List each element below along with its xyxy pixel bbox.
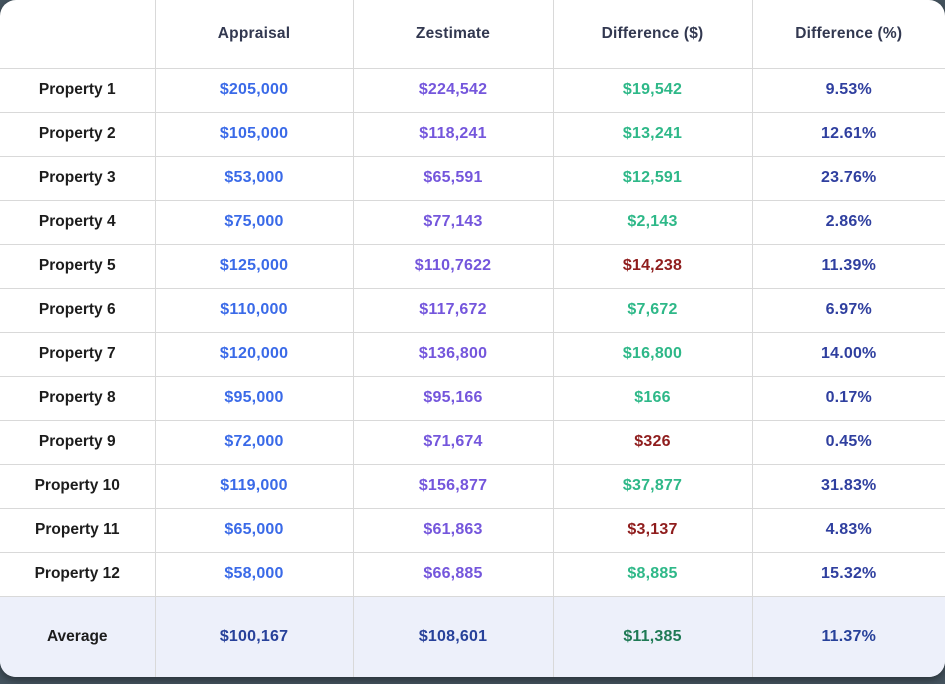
average-difference-pct: 11.37%: [751, 595, 945, 677]
table-row: Property 6 $110,000 $117,672 $7,672 6.97%: [0, 287, 945, 333]
row-label: Property 5: [0, 243, 156, 289]
zestimate-value: $117,672: [352, 287, 554, 333]
difference-pct-value: 11.39%: [751, 243, 945, 289]
difference-usd-value: $166: [552, 375, 753, 421]
difference-pct-value: 31.83%: [751, 463, 945, 509]
appraisal-value: $53,000: [154, 155, 354, 201]
difference-pct-value: 9.53%: [751, 67, 945, 113]
difference-pct-value: 0.17%: [751, 375, 945, 421]
appraisal-value: $65,000: [154, 507, 354, 553]
average-label: Average: [0, 595, 156, 677]
row-label: Property 8: [0, 375, 156, 421]
difference-pct-value: 2.86%: [751, 199, 945, 245]
row-label: Property 4: [0, 199, 156, 245]
zestimate-value: $118,241: [352, 111, 554, 157]
difference-usd-value: $2,143: [552, 199, 753, 245]
average-row: Average $100,167 $108,601 $11,385 11.37%: [0, 595, 945, 677]
table-row: Property 7 $120,000 $136,800 $16,800 14.00%: [0, 331, 945, 377]
row-label: Property 11: [0, 507, 156, 553]
average-appraisal: $100,167: [154, 595, 354, 677]
table-row: Property 12 $58,000 $66,885 $8,885 15.32%: [0, 551, 945, 597]
difference-usd-value: $8,885: [552, 551, 753, 597]
difference-usd-value: $19,542: [552, 67, 753, 113]
difference-pct-value: 6.97%: [751, 287, 945, 333]
zestimate-value: $110,7622: [352, 243, 554, 289]
zestimate-value: $61,863: [352, 507, 554, 553]
column-header-difference-usd: Difference ($): [552, 0, 753, 69]
row-label: Property 9: [0, 419, 156, 465]
difference-usd-value: $14,238: [552, 243, 753, 289]
appraisal-value: $72,000: [154, 419, 354, 465]
appraisal-value: $205,000: [154, 67, 354, 113]
zestimate-value: $136,800: [352, 331, 554, 377]
column-header-difference-pct: Difference (%): [751, 0, 945, 69]
zestimate-value: $156,877: [352, 463, 554, 509]
table-row: Property 4 $75,000 $77,143 $2,143 2.86%: [0, 199, 945, 245]
table-row: Property 1 $205,000 $224,542 $19,542 9.53%: [0, 67, 945, 113]
difference-usd-value: $12,591: [552, 155, 753, 201]
column-header-zestimate: Zestimate: [352, 0, 554, 69]
appraisal-value: $119,000: [154, 463, 354, 509]
difference-pct-value: 0.45%: [751, 419, 945, 465]
difference-pct-value: 12.61%: [751, 111, 945, 157]
column-header-appraisal: Appraisal: [154, 0, 354, 69]
table-row: Property 2 $105,000 $118,241 $13,241 12.61%: [0, 111, 945, 157]
row-label: Property 1: [0, 67, 156, 113]
average-zestimate: $108,601: [352, 595, 554, 677]
zestimate-value: $95,166: [352, 375, 554, 421]
zestimate-value: $66,885: [352, 551, 554, 597]
appraisal-value: $110,000: [154, 287, 354, 333]
difference-pct-value: 15.32%: [751, 551, 945, 597]
zestimate-value: $71,674: [352, 419, 554, 465]
table-row: Property 5 $125,000 $110,7622 $14,238 11.39%: [0, 243, 945, 289]
difference-pct-value: 4.83%: [751, 507, 945, 553]
row-label: Property 2: [0, 111, 156, 157]
difference-usd-value: $7,672: [552, 287, 753, 333]
table-header-row: Appraisal Zestimate Difference ($) Diffe…: [0, 0, 945, 69]
table-body: Property 1 $205,000 $224,542 $19,542 9.53% Pr…: [0, 67, 945, 597]
average-difference-usd: $11,385: [552, 595, 753, 677]
difference-pct-value: 14.00%: [751, 331, 945, 377]
table-row: Property 10 $119,000 $156,877 $37,877 31.83%: [0, 463, 945, 509]
row-label: Property 12: [0, 551, 156, 597]
difference-pct-value: 23.76%: [751, 155, 945, 201]
row-label: Property 6: [0, 287, 156, 333]
appraisal-value: $120,000: [154, 331, 354, 377]
difference-usd-value: $13,241: [552, 111, 753, 157]
table-row: Property 9 $72,000 $71,674 $326 0.45%: [0, 419, 945, 465]
appraisal-value: $58,000: [154, 551, 354, 597]
appraisal-value: $75,000: [154, 199, 354, 245]
difference-usd-value: $16,800: [552, 331, 753, 377]
row-label: Property 10: [0, 463, 156, 509]
appraisal-value: $105,000: [154, 111, 354, 157]
row-label: Property 3: [0, 155, 156, 201]
table-row: Property 3 $53,000 $65,591 $12,591 23.76%: [0, 155, 945, 201]
difference-usd-value: $326: [552, 419, 753, 465]
zestimate-value: $77,143: [352, 199, 554, 245]
difference-usd-value: $3,137: [552, 507, 753, 553]
row-label: Property 7: [0, 331, 156, 377]
zestimate-value: $224,542: [352, 67, 554, 113]
zestimate-value: $65,591: [352, 155, 554, 201]
table-row: Property 11 $65,000 $61,863 $3,137 4.83%: [0, 507, 945, 553]
difference-usd-value: $37,877: [552, 463, 753, 509]
column-header-blank: [0, 0, 156, 69]
table-row: Property 8 $95,000 $95,166 $166 0.17%: [0, 375, 945, 421]
appraisal-value: $125,000: [154, 243, 354, 289]
appraisal-value: $95,000: [154, 375, 354, 421]
